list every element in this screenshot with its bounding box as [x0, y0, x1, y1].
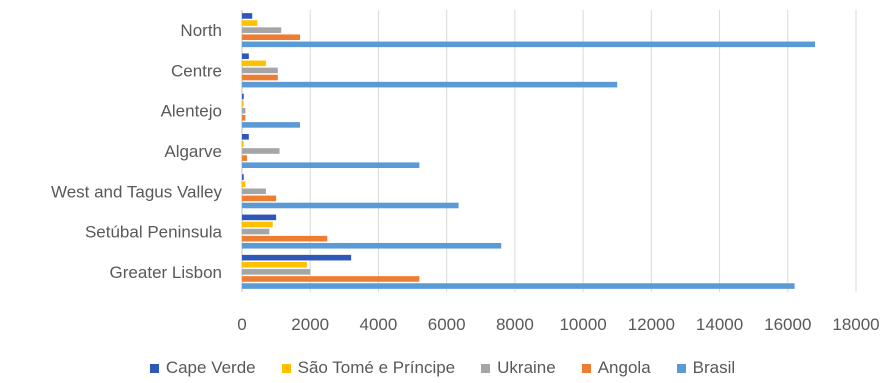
bar-cape-verde-greater-lisbon [242, 254, 352, 261]
x-tick-label: 18000 [832, 315, 879, 334]
bar-brasil-algarve [242, 162, 420, 168]
legend-swatch [581, 363, 591, 373]
bar-ukraine-centre [242, 67, 278, 74]
x-tick-label: 16000 [764, 315, 811, 334]
x-tick-label: 0 [237, 315, 246, 334]
legend-swatch [676, 363, 686, 373]
bar-ukraine-alentejo [242, 107, 246, 114]
bar-s-o-tom-e-pr-ncipe-greater-lisbon [242, 261, 307, 268]
bar-brasil-greater-lisbon [242, 283, 795, 289]
bar-cape-verde-west-and-tagus-valley [242, 174, 244, 180]
legend-swatch [481, 363, 491, 373]
x-tick-label: 8000 [496, 315, 534, 334]
gridlines [241, 10, 857, 292]
x-tick-labels: 0 2000 4000 6000 8000 10000 12000 14000 16000 180… [237, 315, 879, 334]
bar-brasil-west-and-tagus-valley [242, 202, 459, 209]
x-tick-label: 12000 [628, 315, 675, 334]
x-tick-label: 4000 [360, 315, 398, 334]
bar-ukraine-set-bal-peninsula [242, 228, 270, 235]
legend-item: Cape Verde [149, 358, 256, 378]
category-label: Centre [171, 61, 222, 80]
bar-cape-verde-algarve [242, 134, 249, 140]
legend-item: Brasil [676, 358, 736, 378]
bar-s-o-tom-e-pr-ncipe-alentejo [242, 100, 244, 107]
legend-label: Brasil [692, 358, 736, 377]
legend-item: São Tomé e Príncipe [281, 358, 456, 378]
bar-brasil-set-bal-peninsula [242, 242, 502, 249]
bar-s-o-tom-e-pr-ncipe-set-bal-peninsula [242, 221, 273, 228]
x-tick-label: 2000 [291, 315, 329, 334]
legend-item: Angola [581, 358, 651, 378]
bar-cape-verde-set-bal-peninsula [242, 214, 277, 221]
legend-swatch [281, 363, 291, 373]
bar-ukraine-north [242, 27, 282, 33]
legend-label: Cape Verde [165, 358, 256, 377]
bar-angola-north [242, 34, 300, 41]
bars [242, 13, 816, 289]
legend: Cape Verde São Tomé e Príncipe Ukraine Ango… [0, 357, 885, 379]
bar-cape-verde-north [242, 13, 253, 19]
category-labels: North Centre Alentejo Algarve West and Tagus… [51, 21, 223, 282]
bar-angola-algarve [242, 155, 248, 161]
bar-angola-greater-lisbon [242, 276, 420, 282]
bar-ukraine-west-and-tagus-valley [242, 188, 266, 195]
bar-brasil-centre [242, 81, 618, 88]
category-label: Alentejo [161, 102, 222, 121]
legend-label: Ukraine [497, 358, 556, 377]
bar-angola-alentejo [242, 115, 246, 121]
category-label: North [180, 21, 222, 40]
bar-angola-set-bal-peninsula [242, 235, 328, 242]
x-tick-label: 6000 [428, 315, 466, 334]
bar-angola-west-and-tagus-valley [242, 195, 277, 202]
bar-cape-verde-centre [242, 53, 249, 60]
bar-cape-verde-alentejo [242, 93, 244, 100]
bar-ukraine-greater-lisbon [242, 269, 311, 275]
legend-label: São Tomé e Príncipe [297, 358, 456, 377]
bar-brasil-alentejo [242, 122, 300, 128]
legend-label: Angola [597, 358, 651, 377]
bar-s-o-tom-e-pr-ncipe-west-and-tagus-valley [242, 181, 246, 187]
bar-s-o-tom-e-pr-ncipe-algarve [242, 141, 244, 147]
x-tick-label: 14000 [696, 315, 743, 334]
bar-s-o-tom-e-pr-ncipe-centre [242, 60, 266, 67]
legend-swatch [149, 363, 159, 373]
category-label: Algarve [164, 142, 222, 161]
category-label: Setúbal Peninsula [85, 223, 223, 242]
bar-ukraine-algarve [242, 148, 280, 154]
bar-s-o-tom-e-pr-ncipe-north [242, 20, 258, 26]
bar-brasil-north [242, 41, 816, 48]
bar-angola-centre [242, 74, 278, 81]
x-tick-label: 10000 [559, 315, 606, 334]
category-label: West and Tagus Valley [51, 182, 223, 201]
category-label: Greater Lisbon [110, 263, 222, 282]
legend-item: Ukraine [481, 358, 556, 378]
